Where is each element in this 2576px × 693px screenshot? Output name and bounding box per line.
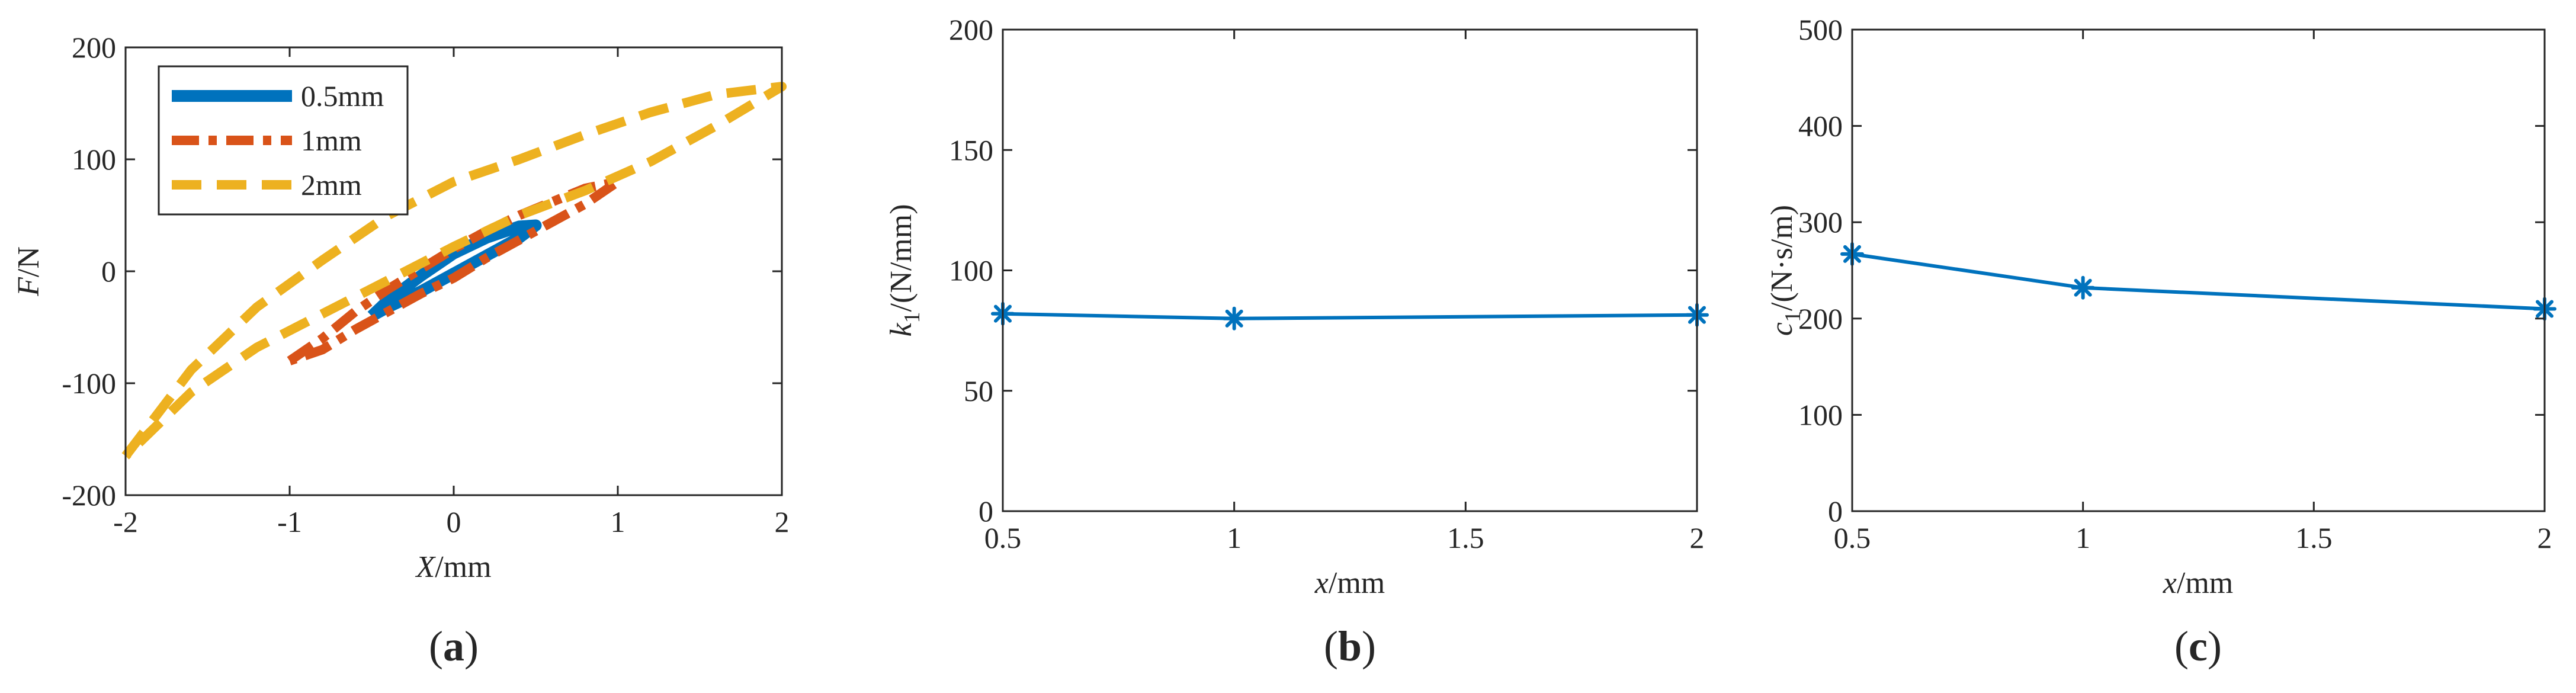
y-tick-label: 200 [949, 13, 993, 46]
legend: 0.5mm 1mm 2mm [158, 65, 409, 216]
panel-label: (c) [2174, 623, 2222, 670]
legend-label-2mm: 2mm [301, 168, 362, 201]
y-tick-label: -100 [62, 367, 116, 400]
panel-label: (b) [1324, 623, 1376, 670]
y-tick-label: 50 [964, 374, 993, 408]
plot-area-box [1851, 28, 2546, 512]
x-tick-label: -2 [113, 505, 138, 538]
x-tick-label: 2 [2537, 521, 2552, 554]
series-line-0.5mm [367, 219, 542, 322]
x-axis-label: x/mm [2163, 566, 2233, 600]
y-tick-label: 0 [979, 495, 993, 528]
legend-label-1mm: 1mm [301, 124, 362, 157]
x-tick-label: 2 [775, 505, 790, 538]
x-tick-label: 1 [2075, 521, 2090, 554]
panel-a-hysteresis-chart: -2 -1 0 1 2 200 100 0 -100 -200 X/mm F/N (a) 0.5mm 1mm… [12, 31, 790, 670]
x-tick-label: 0.5 [984, 521, 1022, 554]
plot-area-box [1002, 28, 1698, 512]
y-tick-label: 400 [1798, 110, 1843, 143]
series-line-0 [1852, 252, 2545, 311]
x-tick-label: 1.5 [1447, 521, 1484, 554]
x-tick-label: 1 [1227, 521, 1242, 554]
legend-label-0.5mm: 0.5mm [301, 79, 384, 113]
panel-label: (a) [429, 623, 479, 670]
data-point-marker [2071, 275, 2095, 300]
y-axis-label: F/N [12, 246, 46, 297]
y-axis-label: k1/(N/mm) [884, 204, 925, 336]
y-axis-label: c1/(N·s/m) [1765, 205, 1805, 336]
x-tick-label: -1 [277, 505, 302, 538]
x-tick-label: 1.5 [2295, 521, 2333, 554]
y-tick-label: 500 [1798, 13, 1843, 46]
panel-b-stiffness-chart: 0.5 1 1.5 2 200 150 100 50 0 x/mm k1/(N/mm) (b) [884, 13, 1709, 670]
y-tick-label: 200 [72, 31, 116, 64]
y-tick-label: 100 [949, 254, 993, 287]
series-line-1mm [287, 177, 623, 365]
y-tick-label: 100 [1798, 398, 1843, 431]
y-tick-label: 150 [949, 133, 993, 166]
series-line-0 [1002, 312, 1698, 320]
y-tick-label: 0 [101, 255, 116, 288]
x-tick-label: 1 [611, 505, 625, 538]
y-tick-label: 100 [72, 143, 116, 176]
x-axis-label: X/mm [415, 550, 491, 584]
data-point-marker [1222, 306, 1246, 331]
x-tick-label: 0.5 [1834, 521, 1871, 554]
x-tick-label: 2 [1690, 521, 1705, 554]
y-tick-label: -200 [62, 479, 116, 512]
y-tick-label: 300 [1798, 206, 1843, 239]
x-tick-label: 0 [447, 505, 461, 538]
panel-c-damping-chart: 0.5 1 1.5 2 500 400 300 200 100 0 x/mm c1/(N·s/m) (c… [1765, 13, 2556, 670]
x-axis-label: x/mm [1314, 566, 1385, 600]
y-tick-label: 200 [1798, 302, 1843, 335]
y-tick-label: 0 [1828, 495, 1843, 528]
